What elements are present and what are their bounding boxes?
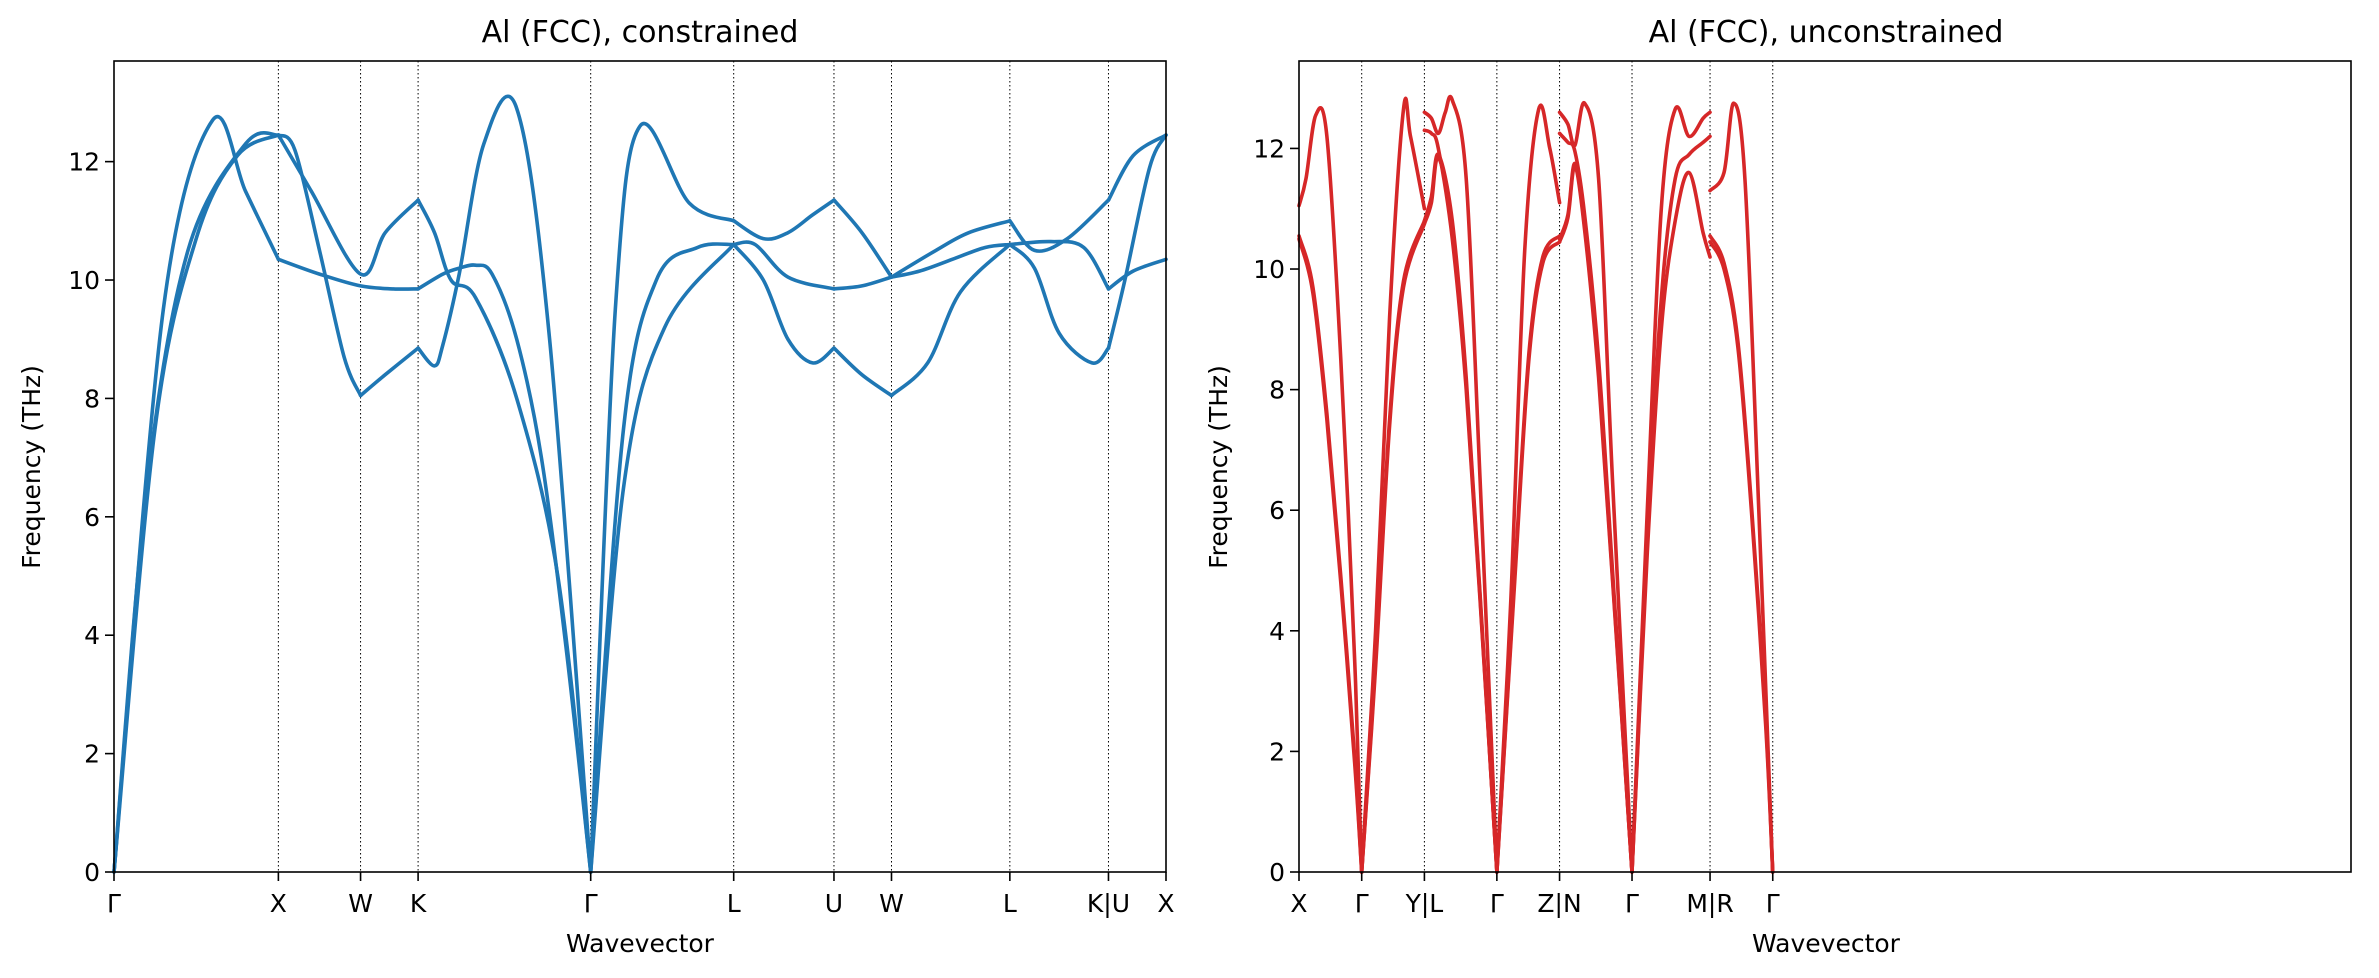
x-tick-label: Z|N — [1537, 889, 1581, 918]
band-segment — [1297, 106, 1364, 874]
y-tick-label: 0 — [84, 858, 100, 887]
x-tick-label: L — [727, 889, 741, 918]
x-ticks: Γ X W K Γ L U W L K|U X — [107, 872, 1175, 918]
band-segment — [1297, 234, 1364, 874]
band-segment — [1708, 240, 1775, 874]
y-tick-label: 2 — [84, 740, 100, 769]
band-segment — [1495, 240, 1562, 874]
band-segment — [1106, 133, 1168, 350]
y-axis-label: Frequency (THz) — [1204, 365, 1233, 569]
band-segment — [1630, 170, 1712, 874]
band-segment — [889, 242, 1012, 279]
band-segment — [588, 121, 736, 874]
x-axis-label: Wavevector — [566, 929, 715, 958]
band-segment — [832, 346, 894, 398]
y-tick-label: 8 — [84, 384, 100, 413]
x-tick-label: M|R — [1686, 889, 1733, 918]
band-segment — [731, 240, 836, 291]
band-segment — [731, 242, 836, 365]
plot-frame — [1298, 60, 2352, 873]
y-tick-label: 12 — [1253, 134, 1285, 163]
band-segment — [416, 94, 593, 874]
band-segment — [1708, 101, 1775, 874]
band-segment — [731, 198, 836, 241]
panel-unconstrained: Al (FCC), unconstrained Wavevector Frequ… — [1204, 15, 2352, 958]
x-axis-label: Wavevector — [1752, 929, 1901, 958]
panel-constrained: Al (FCC), constrained Wavevector Frequen… — [17, 15, 1175, 958]
grid-lines — [1361, 61, 1774, 872]
x-ticks: X Γ Y|L Γ Z|N Γ M|R Γ — [1290, 872, 1780, 918]
y-tick-label: 6 — [1269, 496, 1285, 525]
x-tick-label: U — [825, 889, 843, 918]
x-tick-label: W — [879, 889, 904, 918]
band-segment — [588, 242, 736, 874]
band-segment — [1106, 133, 1168, 202]
x-tick-label: W — [348, 889, 373, 918]
band-segment — [1359, 222, 1427, 874]
band-segment — [889, 219, 1012, 279]
band-segment — [1630, 105, 1712, 874]
band-segment — [832, 198, 894, 279]
band-segment — [1557, 164, 1634, 874]
band-segment — [1495, 234, 1562, 874]
band-segment — [416, 198, 593, 874]
x-tick-label: X — [270, 889, 287, 918]
x-tick-label: K — [410, 889, 427, 918]
band-segment — [1708, 234, 1775, 874]
band-segment — [1557, 131, 1634, 874]
x-tick-label: Γ — [1355, 889, 1369, 918]
band-segment — [276, 133, 363, 398]
y-tick-label: 4 — [84, 621, 100, 650]
band-segment — [832, 275, 894, 291]
band-segment — [1106, 257, 1168, 291]
band-segment — [1008, 239, 1111, 291]
x-tick-label: K|U — [1087, 889, 1130, 918]
band-segment — [1422, 94, 1499, 874]
y-tick-label: 10 — [1253, 255, 1285, 284]
series-group — [112, 94, 1168, 874]
band-segment — [276, 133, 420, 277]
band-segment — [112, 130, 281, 874]
band-segment — [1359, 219, 1427, 874]
y-tick-label: 6 — [84, 503, 100, 532]
band-segment — [1422, 155, 1499, 874]
y-tick-label: 2 — [1269, 737, 1285, 766]
band-segment — [1008, 198, 1111, 253]
y-tick-label: 0 — [1269, 858, 1285, 887]
y-axis-label: Frequency (THz) — [17, 365, 46, 569]
x-tick-label: Γ — [107, 889, 121, 918]
band-segment — [1422, 152, 1499, 874]
band-segment — [276, 257, 420, 291]
x-tick-label: Γ — [584, 889, 598, 918]
band-segment — [1557, 161, 1634, 874]
y-ticks: 0 2 4 6 8 10 12 — [68, 148, 114, 887]
x-tick-label: X — [1157, 889, 1174, 918]
band-segment — [889, 242, 1012, 398]
y-tick-label: 4 — [1269, 617, 1285, 646]
x-tick-label: Γ — [1766, 889, 1780, 918]
band-segment — [358, 346, 420, 398]
chart-title: Al (FCC), unconstrained — [1649, 15, 2004, 50]
x-tick-label: X — [1290, 889, 1307, 918]
band-segment — [1495, 103, 1562, 874]
x-tick-label: Γ — [1490, 889, 1504, 918]
band-segment — [112, 133, 281, 874]
band-segment — [1422, 128, 1499, 874]
x-tick-label: L — [1003, 889, 1017, 918]
chart-title: Al (FCC), constrained — [482, 15, 799, 50]
y-ticks: 0 2 4 6 8 10 12 — [1253, 134, 1299, 887]
y-tick-label: 10 — [68, 266, 100, 295]
series-group — [1297, 94, 1775, 874]
y-tick-label: 12 — [68, 148, 100, 177]
grid-lines — [277, 61, 1109, 872]
x-tick-label: Γ — [1625, 889, 1639, 918]
plot-frame — [113, 60, 1167, 873]
band-segment — [1008, 242, 1111, 365]
band-segment — [416, 263, 593, 874]
band-segment — [1557, 101, 1634, 874]
band-segment — [1297, 237, 1364, 874]
y-tick-label: 8 — [1269, 376, 1285, 405]
x-tick-label: Y|L — [1405, 889, 1444, 918]
